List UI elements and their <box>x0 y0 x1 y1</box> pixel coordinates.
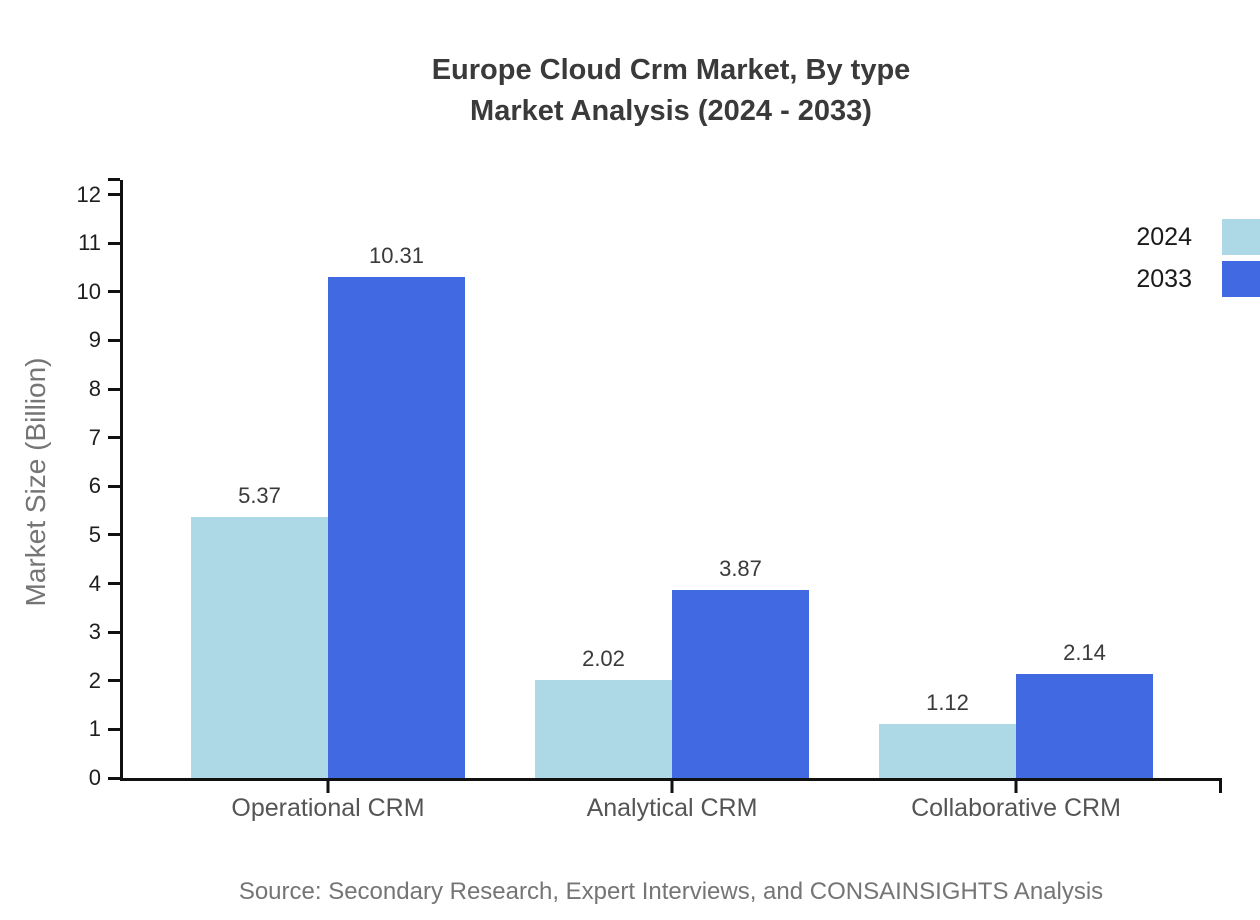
category-label-collaborative-crm: Collaborative CRM <box>911 794 1121 822</box>
bar-value-2024-operational-crm: 5.37 <box>238 482 281 508</box>
bar-2024-operational-crm <box>191 516 328 778</box>
y-tick-2 <box>108 679 120 683</box>
chart-title-line1: Europe Cloud Crm Market, By type <box>431 54 911 86</box>
bar-value-2033-operational-crm: 10.31 <box>368 242 425 268</box>
legend: 2024 2033 <box>1136 219 1260 303</box>
y-axis-top-cap <box>108 178 120 181</box>
y-tick-6 <box>108 484 120 488</box>
y-tick-7 <box>108 436 120 440</box>
category-label-analytical-crm: Analytical CRM <box>586 794 758 822</box>
x-tick-analytical-crm <box>670 781 674 793</box>
y-tick-label-2: 2 <box>88 667 101 693</box>
y-tick-8 <box>108 387 120 391</box>
y-tick-label-9: 9 <box>88 327 101 353</box>
y-tick-label-5: 5 <box>88 521 101 547</box>
y-tick-0 <box>108 776 120 780</box>
legend-label-2024: 2024 <box>1136 222 1192 251</box>
legend-swatch-2024 <box>1222 219 1260 255</box>
y-tick-3 <box>108 630 120 634</box>
legend-swatch-2033 <box>1222 261 1260 297</box>
y-tick-5 <box>108 533 120 537</box>
x-axis-end-cap <box>1219 781 1222 793</box>
bar-2024-analytical-crm <box>535 679 672 778</box>
bar-value-2024-collaborative-crm: 1.12 <box>926 689 969 715</box>
y-tick-10 <box>108 290 120 294</box>
y-axis-title: Market Size (Billion) <box>20 357 51 607</box>
bar-2024-collaborative-crm <box>879 723 1016 778</box>
y-tick-label-0: 0 <box>88 765 101 790</box>
bar-value-2033-collaborative-crm: 2.14 <box>1063 639 1106 665</box>
chart-title-line2: Market Analysis (2024 - 2033) <box>470 95 872 127</box>
y-tick-label-12: 12 <box>76 181 101 207</box>
y-tick-label-7: 7 <box>88 424 101 450</box>
x-tick-operational-crm <box>326 781 330 793</box>
bar-2033-analytical-crm <box>672 589 809 778</box>
y-tick-1 <box>108 727 120 731</box>
bar-value-2024-analytical-crm: 2.02 <box>582 645 625 671</box>
plot-area: 0 1 2 3 4 5 6 7 8 9 10 11 12 5.37 10.31 Operational CRM… <box>77 178 1222 822</box>
chart-title: Europe Cloud Crm Market, By type Market … <box>432 50 911 132</box>
y-tick-11 <box>108 241 120 245</box>
y-tick-label-6: 6 <box>88 473 101 499</box>
y-tick-9 <box>108 338 120 342</box>
legend-item-2024: 2024 <box>1136 219 1260 255</box>
y-tick-label-4: 4 <box>88 570 101 596</box>
bar-2033-collaborative-crm <box>1016 673 1153 778</box>
x-tick-collaborative-crm <box>1014 781 1018 793</box>
y-tick-label-3: 3 <box>88 619 101 645</box>
y-tick-label-8: 8 <box>88 376 101 402</box>
y-tick-4 <box>108 582 120 586</box>
y-tick-label-1: 1 <box>88 716 101 742</box>
source-note: Source: Secondary Research, Expert Inter… <box>238 878 1104 905</box>
y-tick-label-11: 11 <box>78 230 101 256</box>
legend-label-2033: 2033 <box>1136 264 1192 293</box>
y-tick-12 <box>108 193 120 197</box>
bar-2033-operational-crm <box>328 276 465 778</box>
legend-item-2033: 2033 <box>1136 261 1260 297</box>
y-tick-label-10: 10 <box>76 278 101 304</box>
category-label-operational-crm: Operational CRM <box>231 794 425 822</box>
bar-value-2033-analytical-crm: 3.87 <box>719 555 762 581</box>
